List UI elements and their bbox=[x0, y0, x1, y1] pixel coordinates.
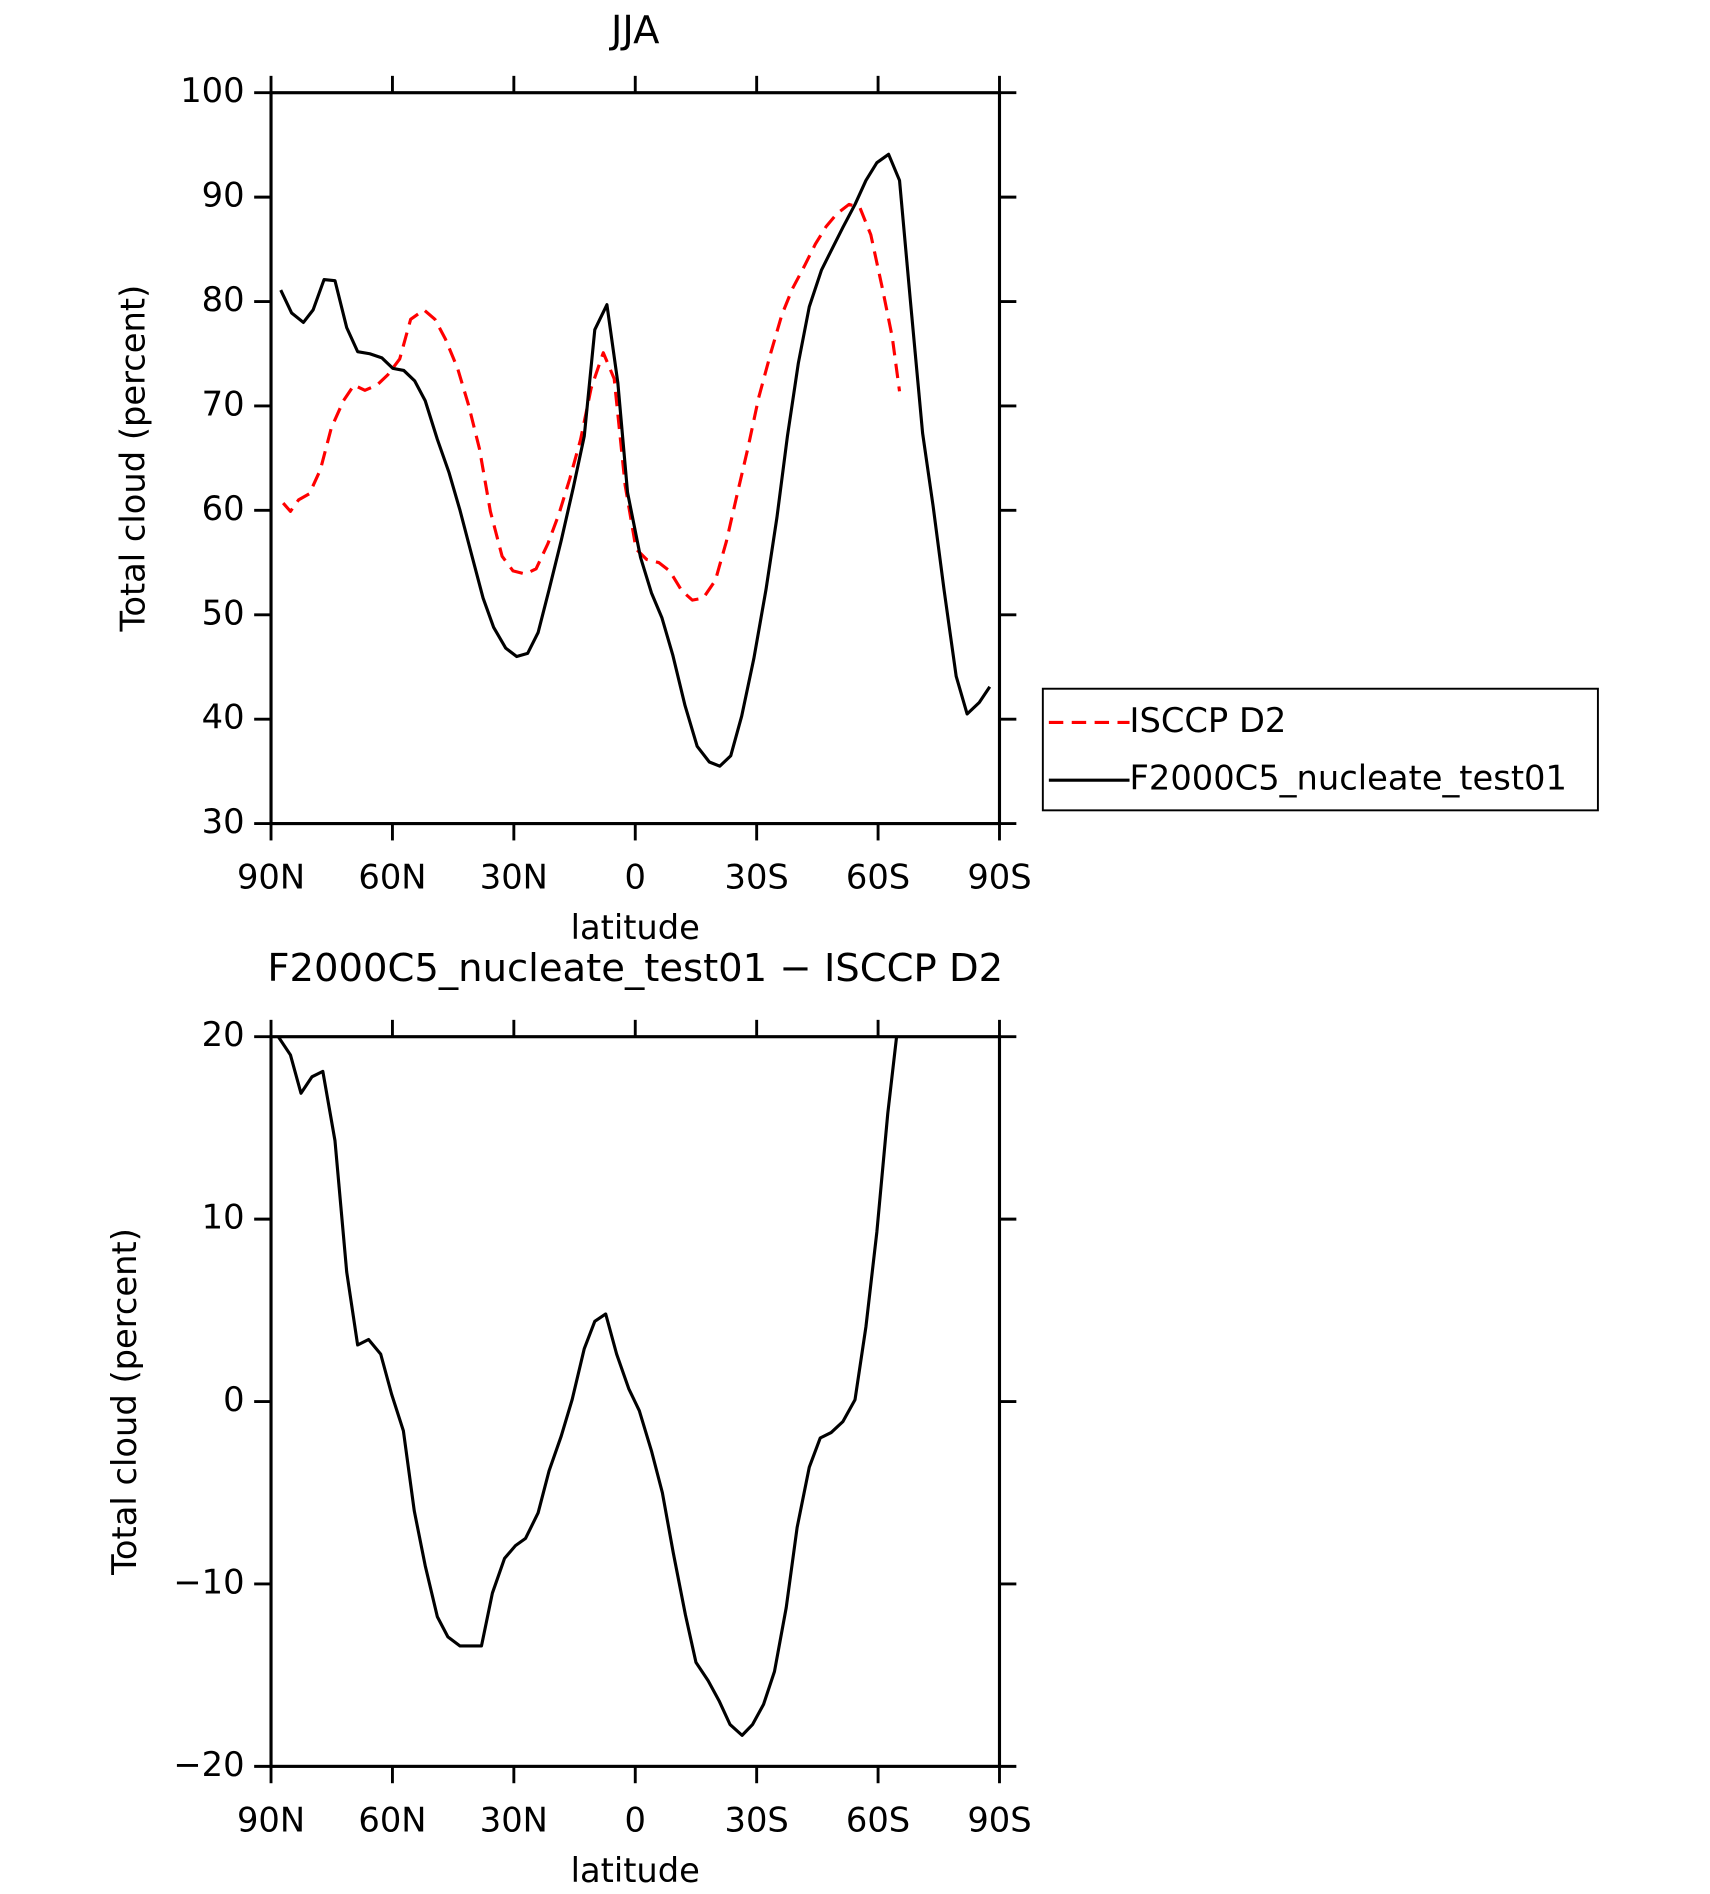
y-tick-label: 70 bbox=[202, 384, 245, 423]
x-tick-label: 30S bbox=[725, 1800, 789, 1839]
x-tick-label: 90S bbox=[967, 857, 1031, 896]
y-axis-label: Total cloud (percent) bbox=[105, 1228, 144, 1576]
y-tick-label: 90 bbox=[202, 176, 245, 215]
x-axis-label: latitude bbox=[571, 908, 700, 947]
y-tick-label: 100 bbox=[180, 71, 244, 110]
x-tick-label: 60N bbox=[358, 857, 426, 896]
x-axis-label: latitude bbox=[571, 1851, 700, 1890]
legend-box bbox=[1041, 687, 1599, 812]
x-tick-label: 0 bbox=[625, 857, 646, 896]
chart-title: F2000C5_nucleate_test01 − ISCCP D2 bbox=[267, 946, 1003, 991]
x-tick-label: 30N bbox=[480, 1800, 548, 1839]
plot-frame bbox=[269, 91, 1002, 826]
y-tick-label: 40 bbox=[202, 698, 245, 737]
plot-area bbox=[277, 1036, 899, 1737]
plot-frame bbox=[269, 1035, 1002, 1768]
x-tick-label: 0 bbox=[625, 1800, 646, 1839]
x-tick-label: 90S bbox=[967, 1800, 1031, 1839]
series-line bbox=[277, 1036, 899, 1737]
y-tick-label: 80 bbox=[202, 280, 245, 319]
y-tick-label: 50 bbox=[202, 593, 245, 632]
y-tick-label: −10 bbox=[173, 1562, 244, 1601]
y-axis-label: Total cloud (percent) bbox=[113, 285, 152, 633]
legend-label: ISCCP D2 bbox=[1130, 701, 1287, 740]
y-tick-label: 30 bbox=[202, 802, 245, 841]
x-tick-label: 60N bbox=[358, 1800, 426, 1839]
y-tick-label: 10 bbox=[202, 1198, 245, 1237]
y-tick-label: 60 bbox=[202, 489, 245, 528]
legend-label: F2000C5_nucleate_test01 bbox=[1130, 759, 1567, 798]
x-tick-label: 30N bbox=[480, 857, 548, 896]
x-tick-label: 60S bbox=[846, 857, 910, 896]
y-tick-label: −20 bbox=[173, 1745, 244, 1784]
y-tick-label: 20 bbox=[202, 1015, 245, 1054]
x-tick-label: 60S bbox=[846, 1800, 910, 1839]
x-tick-label: 30S bbox=[725, 857, 789, 896]
series-line bbox=[279, 152, 992, 768]
y-tick-label: 0 bbox=[223, 1380, 244, 1419]
plot-area bbox=[279, 152, 992, 768]
x-tick-label: 90N bbox=[237, 1800, 305, 1839]
x-tick-label: 90N bbox=[237, 857, 305, 896]
series-line bbox=[281, 202, 902, 602]
chart-title: JJA bbox=[609, 8, 660, 53]
